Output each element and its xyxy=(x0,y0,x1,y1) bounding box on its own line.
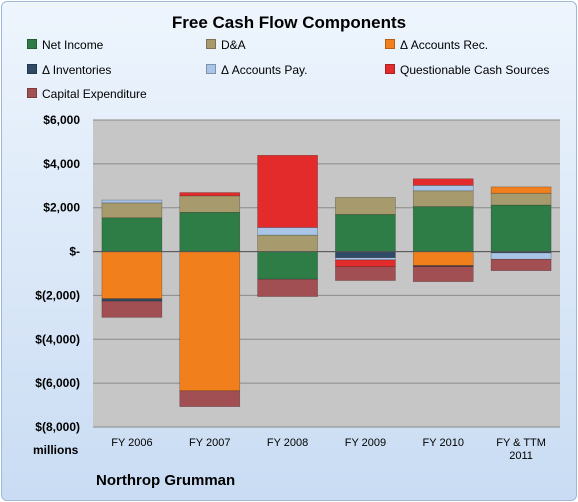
bar-segment xyxy=(179,390,241,407)
bar-segment xyxy=(335,197,396,215)
y-tick-label: $2,000 xyxy=(43,201,80,215)
bar-segment xyxy=(490,204,552,252)
bar-segment xyxy=(257,278,318,297)
bar-segment xyxy=(179,192,241,197)
bar-segment xyxy=(412,266,474,282)
legend-label: Capital Expenditure xyxy=(42,87,147,101)
bar-segment xyxy=(257,227,318,236)
legend-label: Questionable Cash Sources xyxy=(400,63,550,77)
bar-segment xyxy=(257,251,318,280)
x-tick-label: 2011 xyxy=(509,450,533,462)
bar-segment xyxy=(101,251,163,300)
x-tick-label: FY 2010 xyxy=(423,437,464,449)
legend-label: D&A xyxy=(221,38,246,52)
legend-item-capex: Capital Expenditure xyxy=(27,87,147,101)
y-tick-label: $- xyxy=(69,245,80,259)
legend-label: Net Income xyxy=(42,38,104,52)
bar-segment xyxy=(179,251,241,392)
bar-segment xyxy=(335,214,396,252)
legend-swatch xyxy=(27,39,37,49)
bar-segment xyxy=(101,202,163,219)
company-name: Northrop Grumman xyxy=(96,472,236,489)
legend-label: Δ Inventories xyxy=(42,63,112,77)
legend-swatch xyxy=(385,64,395,74)
bar-segment xyxy=(412,206,474,252)
bar-segment xyxy=(335,257,396,261)
x-tick-label: FY & TTM xyxy=(496,437,546,449)
x-tick-label: FY 2009 xyxy=(345,437,386,449)
legend-swatch xyxy=(206,64,216,74)
bar-segment xyxy=(412,178,474,186)
legend-item-inventories: Δ Inventories xyxy=(27,63,111,77)
bar-segment xyxy=(257,234,318,252)
bar-segment xyxy=(490,258,552,271)
legend-item-accounts-rec: Δ Accounts Rec. xyxy=(385,38,488,52)
legend-item-questionable-cash: Questionable Cash Sources xyxy=(385,63,549,77)
bar-segment xyxy=(335,251,396,259)
bar-segment xyxy=(101,300,163,318)
legend-swatch xyxy=(206,39,216,49)
y-tick-label: $(2,000) xyxy=(35,288,80,302)
bar-segment xyxy=(490,186,552,194)
bar-segment xyxy=(335,266,396,281)
legend-label: Δ Accounts Rec. xyxy=(400,38,489,52)
bar-segment xyxy=(257,155,318,228)
units-label: millions xyxy=(33,443,79,457)
chart-title: Free Cash Flow Components xyxy=(171,13,407,32)
bar-segment xyxy=(412,185,474,192)
bar-segment xyxy=(179,195,241,213)
legend-swatch xyxy=(27,88,37,98)
bar-segment xyxy=(101,217,163,252)
bar-segment xyxy=(335,259,396,268)
y-tick-label: $(4,000) xyxy=(35,332,80,346)
bar-segment xyxy=(490,252,552,260)
y-tick-label: $(8,000) xyxy=(35,420,80,434)
bar-segment xyxy=(101,199,163,204)
bar-segment xyxy=(490,192,552,206)
legend-swatch xyxy=(385,39,395,49)
bar-segment xyxy=(179,212,241,252)
y-tick-label: $4,000 xyxy=(43,157,80,171)
x-tick-label: FY 2006 xyxy=(111,437,152,449)
legend-item-net-income: Net Income xyxy=(27,38,103,52)
legend-swatch xyxy=(27,64,37,74)
x-tick-label: FY 2007 xyxy=(189,437,230,449)
y-tick-label: $(6,000) xyxy=(35,376,80,390)
bar-segment xyxy=(101,298,163,302)
bar-segment xyxy=(412,251,474,266)
bar-segment xyxy=(412,190,474,207)
y-tick-label: $6,000 xyxy=(43,113,80,127)
plot-area xyxy=(93,120,560,427)
x-tick-label: FY 2008 xyxy=(267,437,308,449)
legend-item-accounts-pay: Δ Accounts Pay. xyxy=(206,63,308,77)
legend-label: Δ Accounts Pay. xyxy=(221,63,308,77)
legend-item-da: D&A xyxy=(206,38,246,52)
